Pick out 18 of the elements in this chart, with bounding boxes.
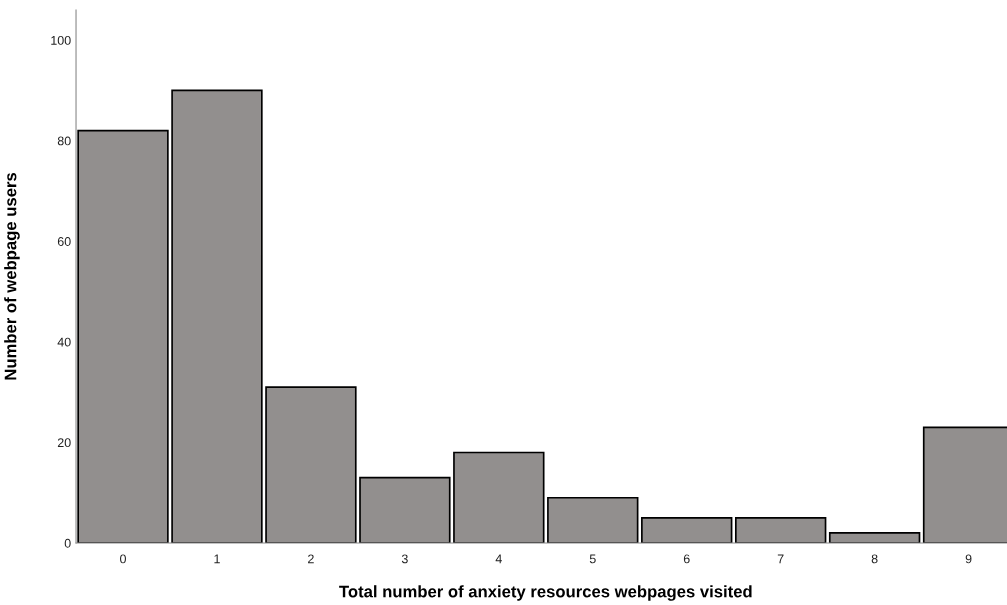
x-tick-label: 3 bbox=[401, 554, 408, 564]
y-tick-label: 60 bbox=[57, 237, 71, 246]
x-tick-label: 2 bbox=[308, 554, 314, 564]
x-tick-label: 0 bbox=[120, 554, 126, 564]
y-tick-label: 100 bbox=[51, 35, 71, 45]
x-tick-label: 4 bbox=[495, 554, 502, 564]
y-tick-label: 40 bbox=[57, 337, 71, 347]
x-tick-label: 8 bbox=[871, 554, 878, 564]
x-tick-label: 1 bbox=[214, 554, 220, 564]
x-tick-label: 6 bbox=[683, 554, 690, 564]
x-tick-label: 5 bbox=[589, 554, 596, 564]
y-axis-title: Number of webpage users bbox=[4, 172, 20, 380]
y-tick-label: 0 bbox=[64, 538, 71, 548]
y-tick-label: 80 bbox=[57, 136, 71, 146]
x-tick-label: 9 bbox=[965, 554, 972, 564]
y-tick-label: 20 bbox=[57, 438, 71, 448]
x-axis-title: Total number of anxiety resources webpages visited bbox=[339, 585, 752, 601]
x-tick-label: 7 bbox=[777, 554, 784, 564]
